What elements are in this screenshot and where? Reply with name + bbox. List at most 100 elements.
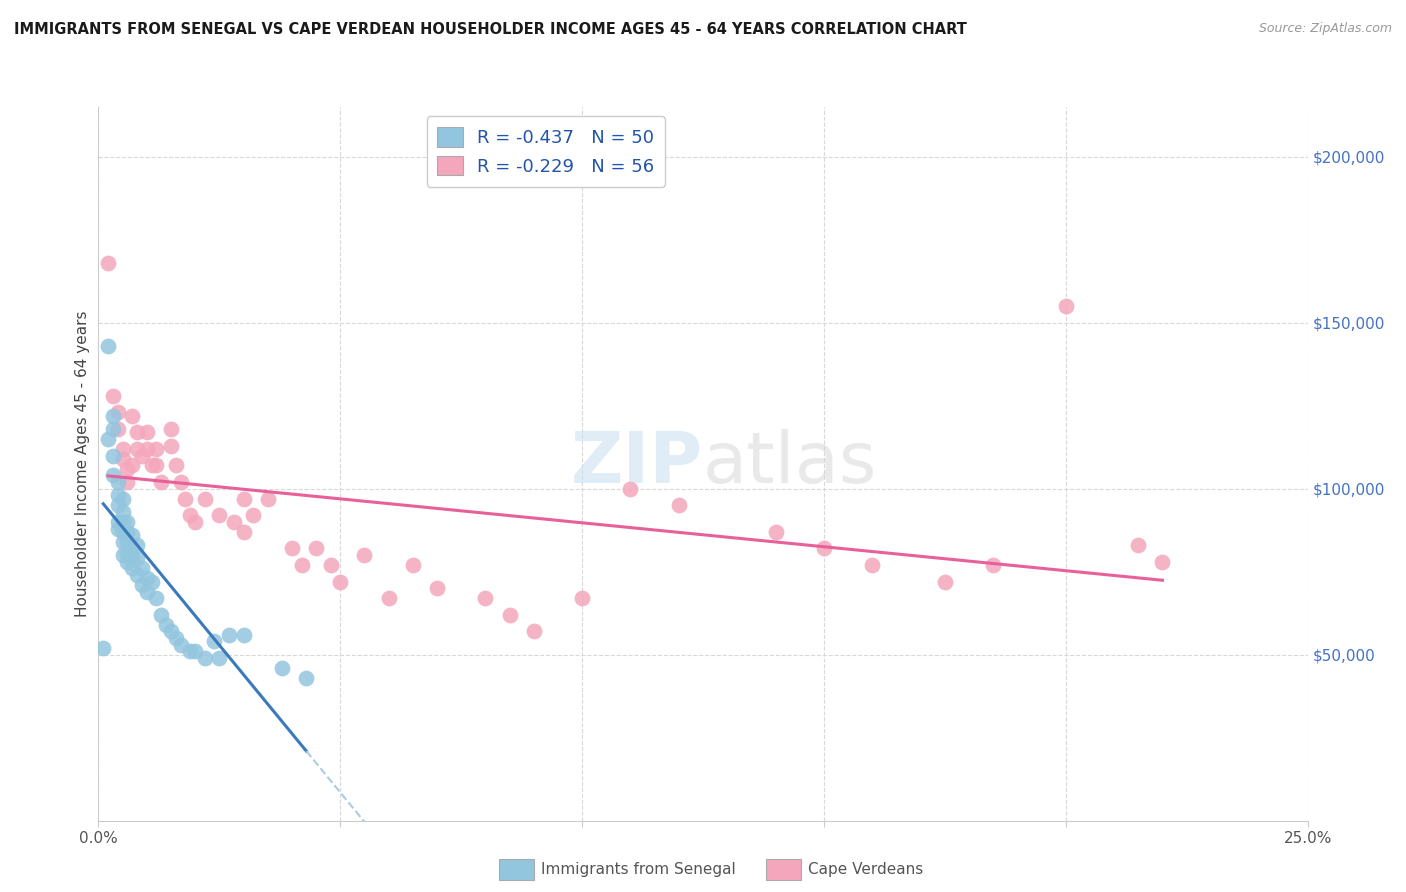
- Point: [121, 409, 143, 423]
- Point: [184, 515, 207, 529]
- Point: [117, 515, 139, 529]
- Point: [97, 256, 120, 270]
- Point: [150, 607, 173, 622]
- Point: [1128, 538, 1150, 552]
- Point: [981, 558, 1004, 572]
- Text: Cape Verdeans: Cape Verdeans: [808, 863, 924, 877]
- Point: [377, 591, 399, 606]
- Point: [127, 551, 149, 566]
- Text: atlas: atlas: [703, 429, 877, 499]
- Point: [117, 475, 139, 489]
- Point: [91, 641, 114, 656]
- Point: [101, 468, 124, 483]
- Point: [131, 449, 153, 463]
- Point: [107, 499, 129, 513]
- Point: [271, 661, 294, 675]
- Point: [127, 568, 149, 582]
- Point: [117, 524, 139, 539]
- Point: [232, 628, 254, 642]
- Point: [121, 551, 143, 566]
- Point: [222, 515, 245, 529]
- Point: [179, 508, 201, 523]
- Point: [107, 488, 129, 502]
- Point: [97, 339, 120, 353]
- Point: [208, 508, 231, 523]
- Point: [668, 499, 690, 513]
- Text: Immigrants from Senegal: Immigrants from Senegal: [541, 863, 737, 877]
- Point: [208, 651, 231, 665]
- Point: [107, 422, 129, 436]
- Point: [107, 515, 129, 529]
- Point: [101, 422, 124, 436]
- Point: [150, 475, 173, 489]
- Point: [571, 591, 593, 606]
- Point: [135, 425, 157, 440]
- Point: [1054, 299, 1077, 313]
- Point: [111, 515, 134, 529]
- Point: [145, 458, 167, 473]
- Point: [135, 584, 157, 599]
- Point: [426, 582, 449, 596]
- Point: [141, 458, 163, 473]
- Point: [141, 574, 163, 589]
- Point: [135, 571, 157, 585]
- Point: [860, 558, 883, 572]
- Point: [117, 545, 139, 559]
- Point: [145, 442, 167, 456]
- Point: [160, 439, 183, 453]
- Point: [160, 422, 183, 436]
- Point: [111, 548, 134, 562]
- Point: [165, 458, 187, 473]
- Point: [184, 644, 207, 658]
- Point: [523, 624, 546, 639]
- Point: [619, 482, 641, 496]
- Point: [194, 491, 217, 506]
- Point: [107, 475, 129, 489]
- Point: [127, 538, 149, 552]
- Point: [765, 524, 787, 539]
- Point: [218, 628, 240, 642]
- Point: [204, 634, 226, 648]
- Point: [165, 631, 187, 645]
- Point: [101, 409, 124, 423]
- Point: [174, 491, 197, 506]
- Text: ZIP: ZIP: [571, 429, 703, 499]
- Point: [111, 442, 134, 456]
- Point: [135, 442, 157, 456]
- Text: Source: ZipAtlas.com: Source: ZipAtlas.com: [1258, 22, 1392, 36]
- Point: [813, 541, 835, 556]
- Point: [121, 561, 143, 575]
- Point: [353, 548, 375, 562]
- Point: [179, 644, 201, 658]
- Point: [232, 524, 254, 539]
- Point: [319, 558, 342, 572]
- Point: [111, 491, 134, 506]
- Point: [127, 425, 149, 440]
- Point: [256, 491, 278, 506]
- Point: [290, 558, 312, 572]
- Point: [295, 671, 318, 685]
- Point: [117, 555, 139, 569]
- Point: [145, 591, 167, 606]
- Point: [131, 578, 153, 592]
- Point: [1152, 555, 1174, 569]
- Point: [242, 508, 264, 523]
- Point: [305, 541, 328, 556]
- Point: [169, 638, 191, 652]
- Point: [169, 475, 191, 489]
- Point: [127, 442, 149, 456]
- Point: [117, 462, 139, 476]
- Point: [131, 561, 153, 575]
- Point: [111, 534, 134, 549]
- Point: [194, 651, 217, 665]
- Point: [97, 432, 120, 446]
- Point: [121, 541, 143, 556]
- Point: [121, 458, 143, 473]
- Point: [121, 528, 143, 542]
- Point: [155, 617, 177, 632]
- Point: [934, 574, 956, 589]
- Legend: R = -0.437   N = 50, R = -0.229   N = 56: R = -0.437 N = 50, R = -0.229 N = 56: [426, 116, 665, 186]
- Point: [107, 405, 129, 419]
- Point: [498, 607, 520, 622]
- Point: [329, 574, 352, 589]
